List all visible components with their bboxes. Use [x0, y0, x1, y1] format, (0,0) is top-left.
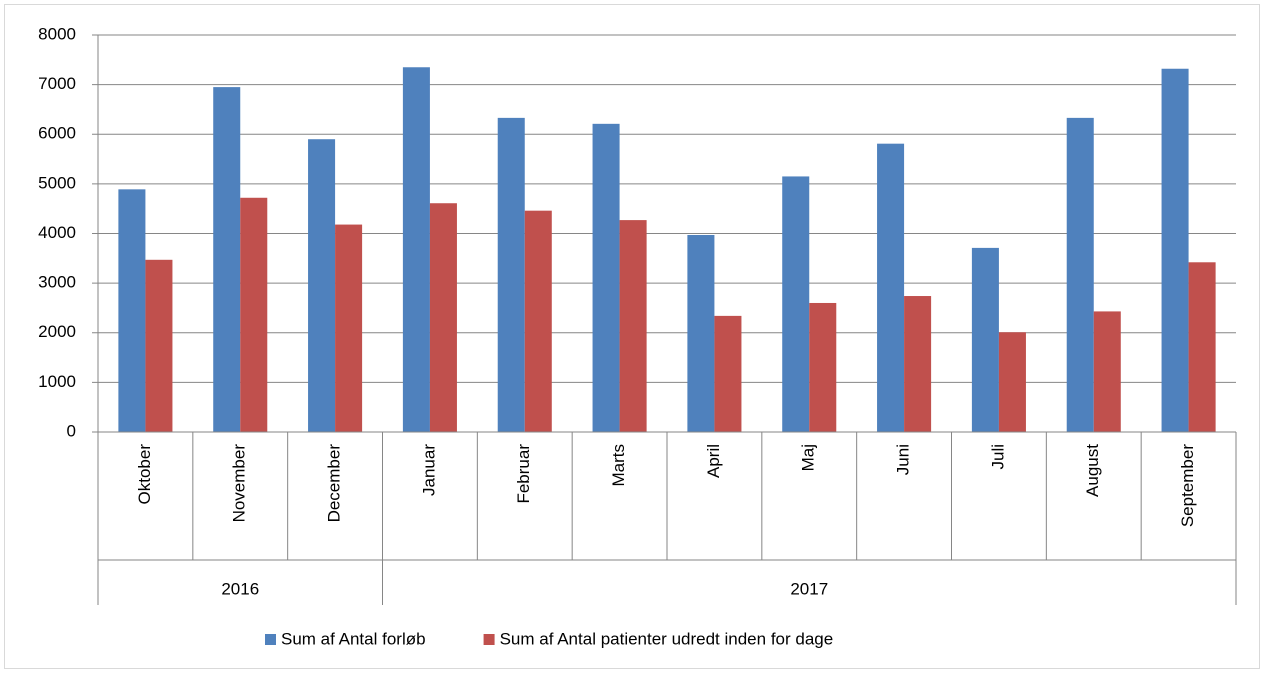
bar: [619, 220, 647, 432]
bar: [335, 224, 363, 432]
y-tick-label: 0: [67, 421, 76, 440]
y-tick-label: 3000: [38, 273, 76, 292]
bar: [1161, 68, 1189, 433]
y-tick-label: 5000: [38, 173, 76, 192]
bar: [213, 87, 241, 432]
group-label: 2017: [790, 579, 828, 598]
bar: [1188, 262, 1216, 432]
bar: [687, 234, 715, 432]
x-tick-label: Maj: [799, 444, 818, 471]
bar: [998, 332, 1026, 432]
bar: [1093, 311, 1121, 432]
y-tick-label: 7000: [38, 74, 76, 93]
bar: [145, 259, 173, 432]
group-label: 2016: [221, 579, 259, 598]
x-tick-label: December: [325, 444, 344, 523]
y-tick-label: 2000: [38, 322, 76, 341]
legend: Sum af Antal forløb Sum af Antal patiente…: [265, 629, 833, 648]
bar: [782, 176, 810, 432]
x-tick-label: April: [704, 444, 723, 478]
x-tick-label: Januar: [419, 444, 438, 496]
x-tick-label: November: [230, 444, 249, 523]
x-tick-label: Marts: [609, 444, 628, 487]
x-tick-label: August: [1083, 444, 1102, 497]
x-tick-label: Oktober: [135, 444, 154, 505]
y-tick-label: 1000: [38, 372, 76, 391]
bar: [904, 296, 932, 432]
y-tick-label: 6000: [38, 124, 76, 143]
bar: [524, 210, 552, 432]
bar: [308, 139, 336, 432]
x-tick-label: Februar: [514, 444, 533, 504]
y-tick-label: 8000: [38, 24, 76, 43]
bar: [402, 67, 430, 432]
bar: [714, 315, 742, 432]
bar: [592, 123, 620, 433]
bar: [971, 247, 999, 432]
bar: [809, 302, 837, 432]
bar: [240, 197, 268, 432]
y-tick-label: 4000: [38, 223, 76, 242]
bar: [429, 203, 457, 432]
legend-swatch: [265, 634, 276, 645]
x-tick-label: Juni: [894, 444, 913, 475]
legend-label: Sum af Antal patienter udredt inden for …: [500, 629, 834, 648]
legend-label: Sum af Antal forløb: [281, 629, 426, 648]
bar: [118, 189, 146, 432]
bar: [497, 117, 525, 432]
bar: [877, 143, 905, 432]
x-tick-label: September: [1178, 444, 1197, 527]
x-tick-label: Juli: [988, 444, 1007, 470]
legend-swatch: [483, 634, 495, 645]
bar: [1066, 117, 1094, 432]
